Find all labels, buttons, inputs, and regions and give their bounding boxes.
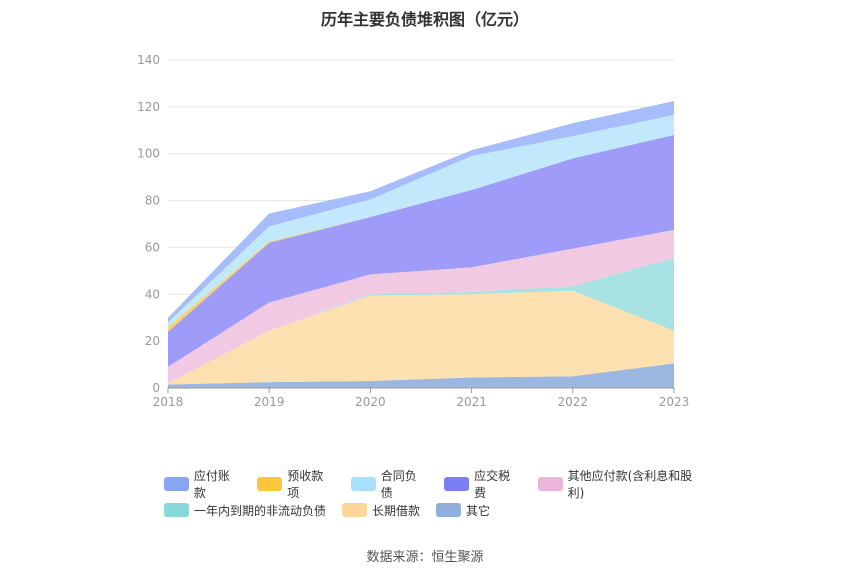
y-tick-label: 80	[145, 194, 160, 208]
area-series-一年内到期的非流动负债	[168, 257, 674, 384]
y-tick-label: 60	[145, 240, 160, 254]
legend-item[interactable]: 应交税费	[444, 467, 521, 501]
area-series-合同负债	[168, 115, 674, 328]
legend-swatch	[164, 503, 189, 517]
legend-item[interactable]: 应付账款	[164, 467, 241, 501]
legend-label: 预收款项	[287, 469, 324, 500]
area-series-应交税费	[168, 134, 674, 367]
x-tick-label: 2021	[456, 395, 487, 409]
legend-label: 其他应付款(含利息和股利)	[567, 469, 693, 500]
legend-item[interactable]: 长期借款	[342, 502, 420, 519]
chart-title: 历年主要负债堆积图（亿元）	[320, 10, 529, 29]
area-series-其它	[168, 363, 674, 388]
x-tick-label: 2018	[153, 395, 184, 409]
legend-swatch	[350, 477, 376, 491]
x-tick-label: 2022	[558, 395, 589, 409]
legend-label: 长期借款	[372, 503, 421, 518]
legend-row-1: 应付账款 预收款项 合同负债 应交税费 其他应付款(含利息和股利)	[164, 469, 724, 500]
legend-swatch	[444, 477, 470, 491]
legend-swatch	[257, 477, 283, 491]
x-tick-label: 2019	[254, 395, 285, 409]
legend-item[interactable]: 预收款项	[257, 467, 334, 501]
legend-item[interactable]: 合同负债	[350, 467, 428, 501]
x-tick-label: 2023	[659, 395, 690, 409]
y-tick-label: 20	[145, 334, 160, 348]
area-series	[168, 101, 674, 388]
legend-item[interactable]: 一年内到期的非流动负债	[164, 502, 326, 519]
area-series-应付账款	[168, 101, 674, 323]
area-series-长期借款	[168, 290, 674, 385]
y-tick-label: 0	[152, 381, 160, 395]
legend-label: 应交税费	[474, 469, 511, 500]
x-tick-label: 2020	[355, 395, 386, 409]
y-tick-label: 100	[137, 147, 160, 161]
legend-swatch	[537, 477, 563, 491]
legend-item[interactable]: 其它	[436, 502, 490, 519]
data-source-note: 数据来源：恒生聚源	[366, 550, 484, 565]
legend-label: 应付账款	[193, 469, 230, 500]
y-tick-label: 140	[137, 53, 160, 67]
y-tick-label: 40	[145, 287, 160, 301]
y-tick-label: 120	[137, 100, 160, 114]
area-series-其他应付款(含利息和股利)	[168, 229, 674, 384]
legend-swatch	[342, 503, 368, 517]
legend-label: 一年内到期的非流动负债	[194, 503, 327, 518]
legend-label: 其它	[466, 503, 491, 518]
legend-swatch	[436, 503, 462, 517]
legend: 应付账款 预收款项 合同负债 应交税费 其他应付款(含利息和股利) 一年内到期的…	[164, 469, 724, 525]
legend-swatch	[164, 477, 189, 491]
axes: 0 20 40 60 80 100 120 140 2018 2019 2020 2021 2022 20…	[137, 53, 689, 409]
legend-item[interactable]: 其他应付款(含利息和股利)	[537, 467, 708, 501]
legend-row-2: 一年内到期的非流动负债 长期借款 其它	[164, 499, 724, 521]
legend-label: 合同负债	[380, 469, 417, 500]
